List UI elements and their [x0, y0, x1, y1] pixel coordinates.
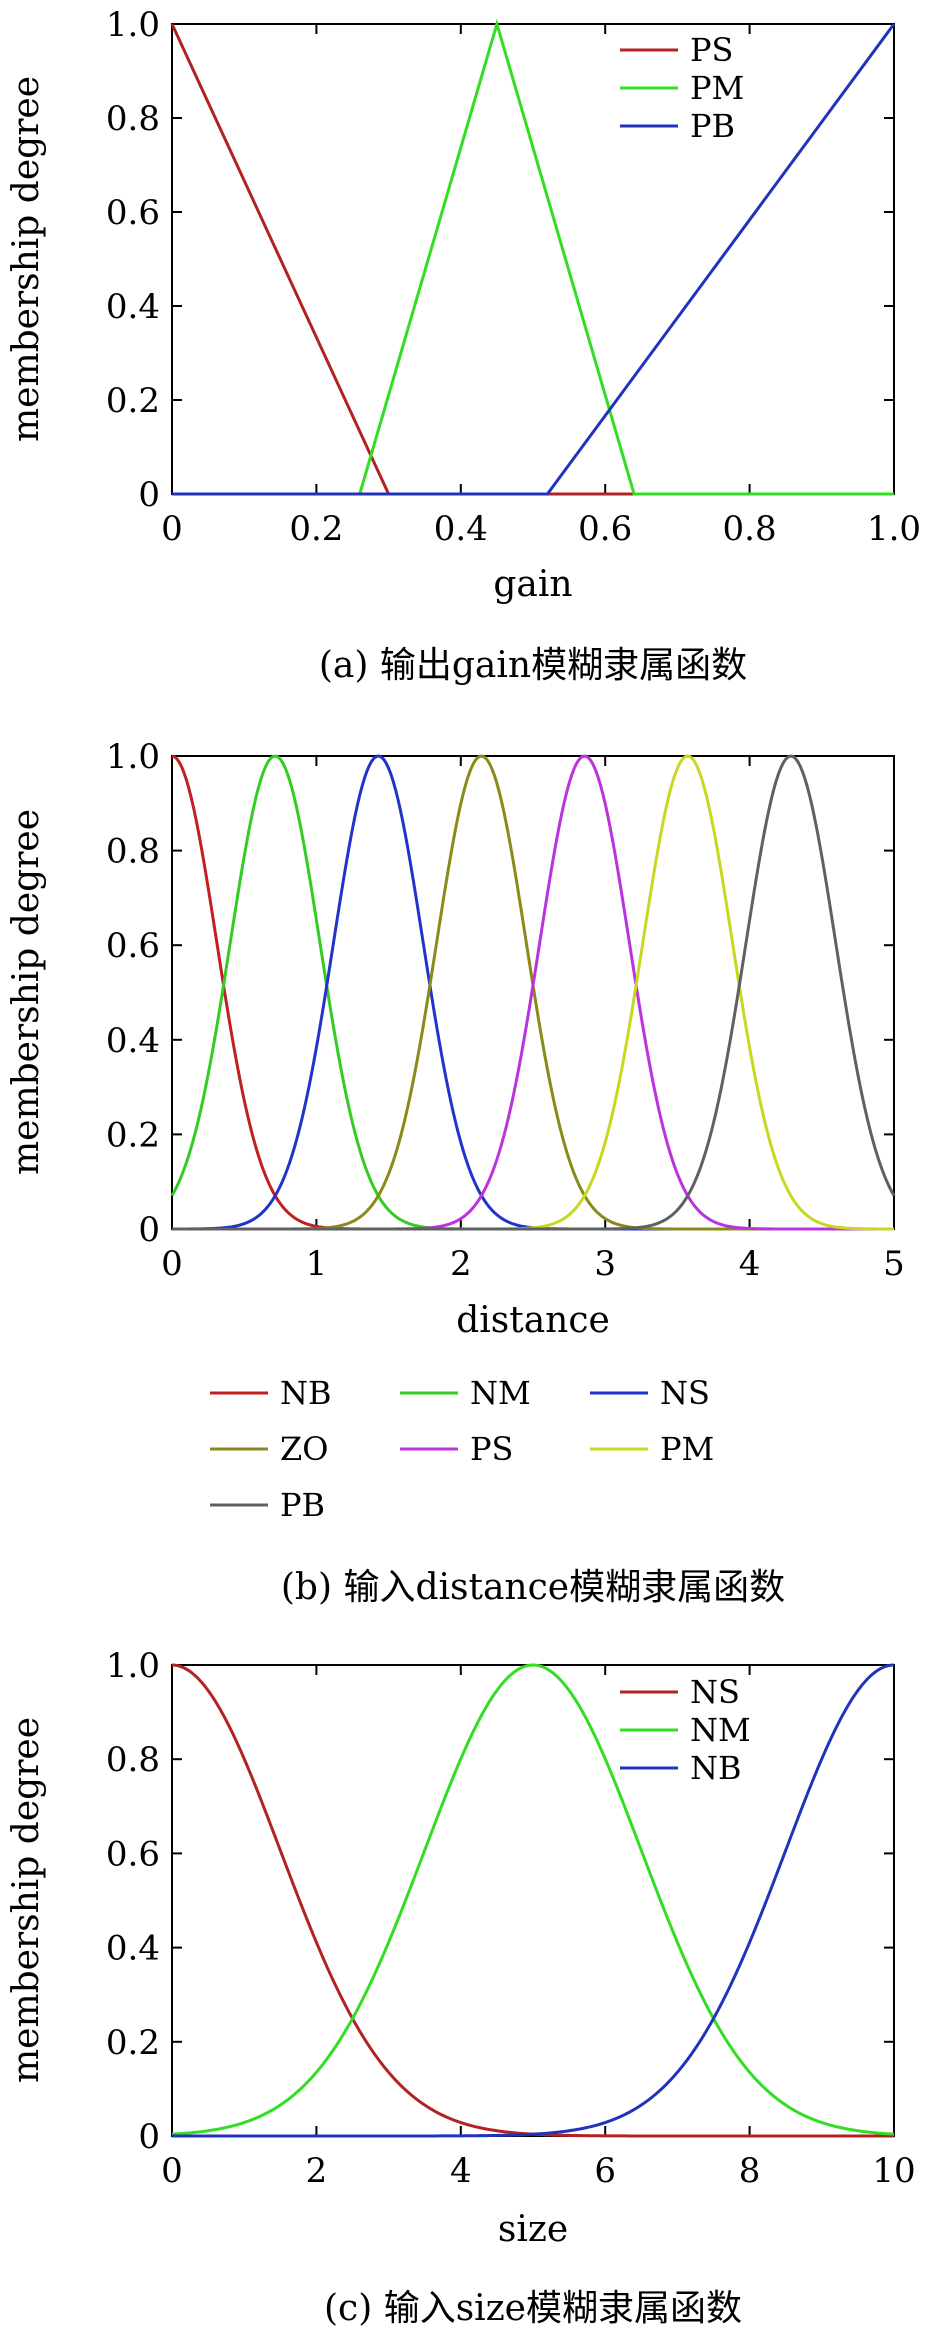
y-tick-label: 0.8: [106, 1740, 160, 1780]
series-line-nm: [171, 1663, 895, 2136]
y-axis-label: membership degree: [6, 809, 47, 1175]
legend-label: ZO: [280, 1430, 328, 1468]
tick-group: 0 0.2 0.4 0.6 0.8 1.0 0 0.2 0.4 0.6 0.8 1.0: [106, 5, 921, 549]
y-tick-label: 0.6: [106, 926, 160, 966]
figure-caption: (b) 输入distance模糊隶属函数: [281, 1567, 785, 1608]
tick-group: 0 1 2 3 4 5 0 0.2 0.4 0.6 0.8 1.0: [106, 737, 905, 1284]
series-lines: [170, 18, 896, 496]
y-tick-label: 0.8: [106, 832, 160, 872]
series-lines: [171, 1663, 895, 2138]
x-tick-label: 1.0: [867, 509, 921, 549]
x-tick-label: 2: [450, 1244, 472, 1284]
x-tick-label: 0.6: [578, 509, 632, 549]
x-tick-label: 0: [161, 509, 183, 549]
y-tick-label: 0: [138, 475, 160, 515]
legend-label: NB: [280, 1374, 332, 1412]
chart-distance: 0 1 2 3 4 5 0 0.2 0.4 0.6 0.8 1.0 NB NM NS ZO PS PM PB di…: [6, 737, 905, 1608]
legend-label: NM: [470, 1374, 531, 1412]
x-axis-label: size: [498, 2209, 568, 2250]
y-tick-label: 1.0: [106, 737, 160, 777]
series-line-ps: [172, 754, 894, 1231]
y-tick-label: 0.4: [106, 287, 160, 327]
y-tick-label: 0.6: [106, 193, 160, 233]
figure-caption: (a) 输出gain模糊隶属函数: [319, 645, 747, 686]
y-axis-label: membership degree: [6, 1717, 47, 2083]
x-tick-label: 0.8: [723, 509, 777, 549]
x-tick-label: 0: [161, 2151, 183, 2191]
y-tick-label: 0.4: [106, 1929, 160, 1969]
x-tick-label: 4: [450, 2151, 472, 2191]
series-lines: [170, 754, 896, 1231]
legend-label: PB: [280, 1486, 325, 1524]
legend-label: PM: [690, 69, 744, 107]
y-tick-label: 1.0: [106, 1646, 160, 1686]
x-axis-label: gain: [493, 564, 572, 605]
x-tick-label: 1: [306, 1244, 328, 1284]
chart-gain: 0 0.2 0.4 0.6 0.8 1.000.20.40.60.81.0 PSPMPB …: [6, 5, 921, 686]
legend-label: PS: [690, 31, 733, 69]
x-tick-label: 0: [161, 1244, 183, 1284]
legend: NB NM NS ZO PS PM PB: [210, 1374, 714, 1524]
y-tick-label: 0.2: [106, 381, 160, 421]
x-tick-label: 0.2: [289, 509, 343, 549]
x-tick-label: 6: [594, 2151, 616, 2191]
y-tick-label: 1.0: [106, 5, 160, 45]
y-tick-label: 0.4: [106, 1021, 160, 1061]
legend-label: NS: [660, 1374, 710, 1412]
x-tick-label: 3: [594, 1244, 616, 1284]
series-line-ps: [170, 23, 894, 496]
x-tick-label: 10: [872, 2151, 915, 2191]
x-tick-label: 4: [739, 1244, 761, 1284]
x-tick-label: 0.4: [434, 509, 488, 549]
y-tick-label: 0.2: [106, 1115, 160, 1155]
plot-frame: [171, 1664, 895, 2137]
legend-label: PM: [660, 1430, 714, 1468]
y-tick-label: 0: [138, 2117, 160, 2157]
legend-label: NB: [690, 1749, 742, 1787]
series-line-ns: [171, 1663, 894, 2138]
y-tick-label: 0: [138, 1210, 160, 1250]
x-tick-label: 5: [883, 1244, 905, 1284]
y-tick-label: 0.2: [106, 2023, 160, 2063]
y-tick-label: 0.8: [106, 99, 160, 139]
series-line-nb: [172, 1663, 895, 2138]
legend-label: PS: [470, 1430, 513, 1468]
y-axis-label: membership degree: [6, 76, 47, 442]
legend-label: NM: [690, 1711, 751, 1749]
figure-caption: (c) 输入size模糊隶属函数: [324, 2288, 742, 2329]
x-tick-label: 2: [306, 2151, 328, 2191]
x-axis-label: distance: [456, 1300, 610, 1341]
x-tick-label: 8: [739, 2151, 761, 2191]
legend-label: NS: [690, 1673, 740, 1711]
y-tick-label: 0.6: [106, 1834, 160, 1874]
series-line-pb: [172, 754, 896, 1231]
series-line-pb: [172, 23, 896, 496]
legend-label: PB: [690, 107, 735, 145]
